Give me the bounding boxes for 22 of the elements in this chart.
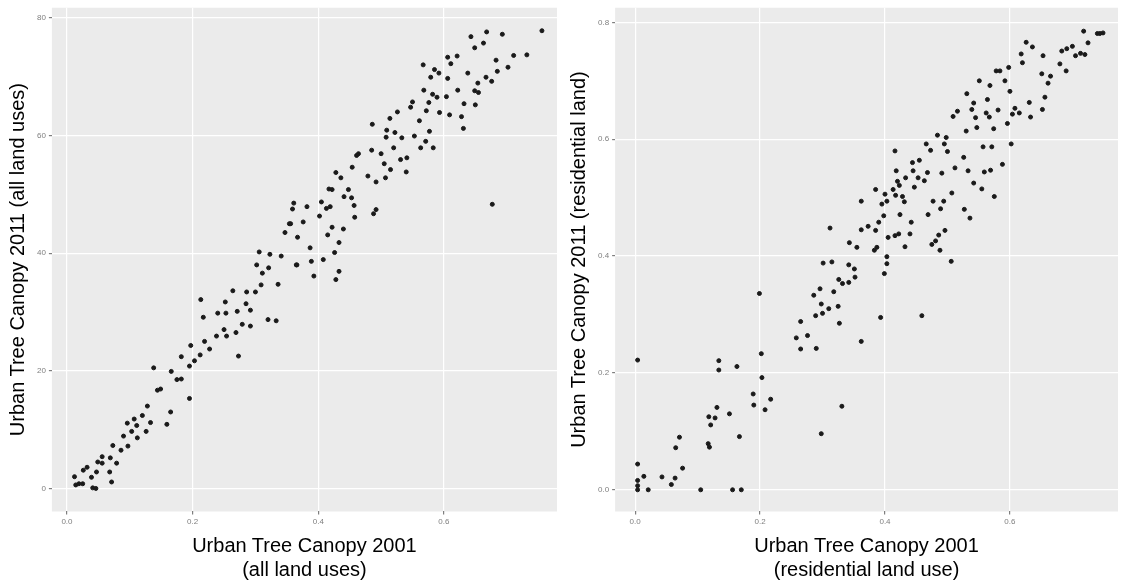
y-tick-label: 20 [36, 366, 47, 375]
y-tick-label: 0.4 [598, 251, 610, 261]
y-tick-label: 80 [36, 13, 47, 22]
x-tick-label: 0.0 [61, 517, 74, 527]
x-tick-label: 0.6 [1004, 517, 1017, 527]
y-tick-label: 60 [36, 130, 47, 140]
y-axis-title: Urban Tree Canopy 2011 (all land uses) [5, 83, 28, 437]
y-tick-label: 0.2 [598, 368, 610, 378]
x-axis-title: Urban Tree Canopy 2001 (all land uses) [192, 533, 417, 580]
x-tick-label: 0.4 [312, 517, 325, 527]
y-tick-label: 40 [36, 248, 47, 258]
y-tick-label: 0.8 [598, 17, 610, 27]
x-tick-label: 0.6 [438, 517, 451, 527]
y-tick-label: 0 [41, 483, 47, 493]
x-tick-label: 0.2 [754, 517, 767, 527]
x-tick-label: 0.2 [187, 517, 199, 527]
x-axis-title: Urban Tree Canopy 2001 (residential land use) [754, 533, 979, 580]
y-tick-label: 0.6 [598, 134, 610, 144]
x-tick-label: 0.0 [629, 517, 642, 527]
x-tick-label: 0.4 [879, 517, 892, 527]
y-tick-label: 0.0 [598, 484, 610, 494]
y-axis-title: Urban Tree Canopy 2011 (residential land) [566, 71, 589, 448]
